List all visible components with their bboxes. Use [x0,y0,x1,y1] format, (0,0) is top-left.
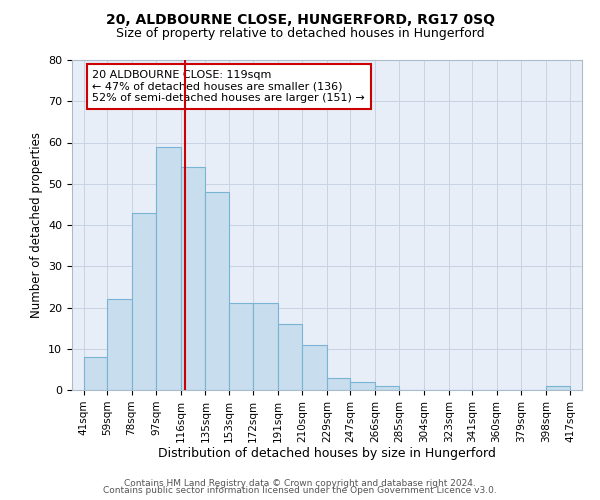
Text: Contains HM Land Registry data © Crown copyright and database right 2024.: Contains HM Land Registry data © Crown c… [124,478,476,488]
Bar [327,378,350,390]
Bar [350,382,375,390]
Bar [83,357,107,390]
Bar [181,167,205,390]
Bar [278,324,302,390]
Bar [253,304,278,390]
Text: 20, ALDBOURNE CLOSE, HUNGERFORD, RG17 0SQ: 20, ALDBOURNE CLOSE, HUNGERFORD, RG17 0S… [106,12,494,26]
Bar [205,192,229,390]
Bar [229,304,253,390]
Bar [131,212,156,390]
Bar [546,386,571,390]
Bar [156,146,181,390]
Bar [375,386,400,390]
Y-axis label: Number of detached properties: Number of detached properties [29,132,43,318]
Text: Contains public sector information licensed under the Open Government Licence v3: Contains public sector information licen… [103,486,497,495]
Text: 20 ALDBOURNE CLOSE: 119sqm
← 47% of detached houses are smaller (136)
52% of sem: 20 ALDBOURNE CLOSE: 119sqm ← 47% of deta… [92,70,365,103]
Bar [107,299,131,390]
X-axis label: Distribution of detached houses by size in Hungerford: Distribution of detached houses by size … [158,448,496,460]
Text: Size of property relative to detached houses in Hungerford: Size of property relative to detached ho… [116,28,484,40]
Bar [302,344,327,390]
